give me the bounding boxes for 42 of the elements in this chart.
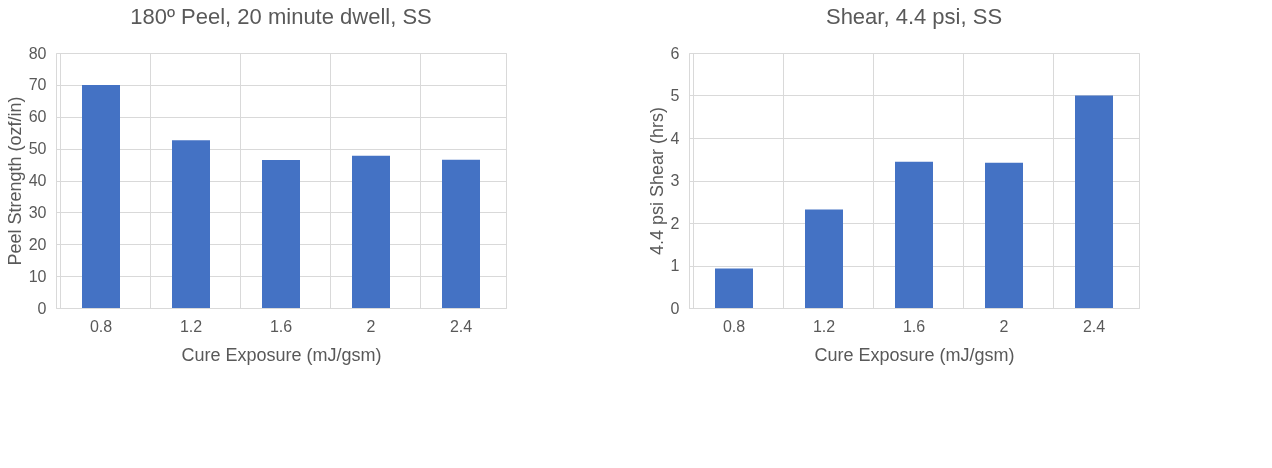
y-tick-label: 0 <box>670 299 680 317</box>
chart-title: Shear, 4.4 psi, SS <box>825 4 1003 29</box>
y-tick-label: 6 <box>670 44 680 62</box>
bar <box>895 161 933 308</box>
bar <box>985 162 1023 308</box>
x-axis-title: Cure Exposure (mJ/gsm) <box>181 344 382 365</box>
x-tick-label: 2 <box>366 317 376 335</box>
bar <box>352 155 390 308</box>
x-tick-label: 0.8 <box>89 317 113 335</box>
y-tick-label: 3 <box>670 172 680 189</box>
y-tick-label: 70 <box>28 76 47 94</box>
y-tick-label: 50 <box>28 140 47 158</box>
y-tick-label: 80 <box>28 44 47 62</box>
bar <box>82 84 120 308</box>
y-tick-label: 0 <box>37 299 47 317</box>
y-tick-label: 10 <box>28 267 47 285</box>
y-tick-label: 1 <box>670 257 680 274</box>
x-tick-label: 1.2 <box>179 317 203 335</box>
bar <box>805 209 843 308</box>
bar <box>1075 95 1113 308</box>
bar <box>442 159 480 308</box>
x-tick-label: 1.6 <box>902 317 926 335</box>
bar <box>715 268 753 308</box>
y-tick-label: 2 <box>670 214 680 232</box>
x-tick-label: 2.4 <box>1082 317 1106 335</box>
y-axis-title: Peel Strength (ozf/in) <box>4 96 25 266</box>
y-tick-label: 5 <box>670 87 680 104</box>
chart-title: 180º Peel, 20 minute dwell, SS <box>130 4 432 29</box>
y-tick-label: 20 <box>28 235 47 253</box>
x-tick-label: 2.4 <box>449 317 473 335</box>
y-axis-title: 4.4 psi Shear (hrs) <box>646 106 667 256</box>
y-tick-label: 60 <box>28 108 47 126</box>
x-axis-title: Cure Exposure (mJ/gsm) <box>814 344 1015 365</box>
y-tick-label: 4 <box>670 129 680 147</box>
bar <box>172 140 210 308</box>
y-tick-label: 40 <box>28 172 47 189</box>
y-tick-label: 30 <box>28 203 47 221</box>
x-tick-label: 2 <box>999 317 1009 335</box>
x-tick-label: 1.2 <box>812 317 836 335</box>
bar <box>262 160 300 308</box>
x-tick-label: 1.6 <box>269 317 293 335</box>
x-tick-label: 0.8 <box>722 317 746 335</box>
